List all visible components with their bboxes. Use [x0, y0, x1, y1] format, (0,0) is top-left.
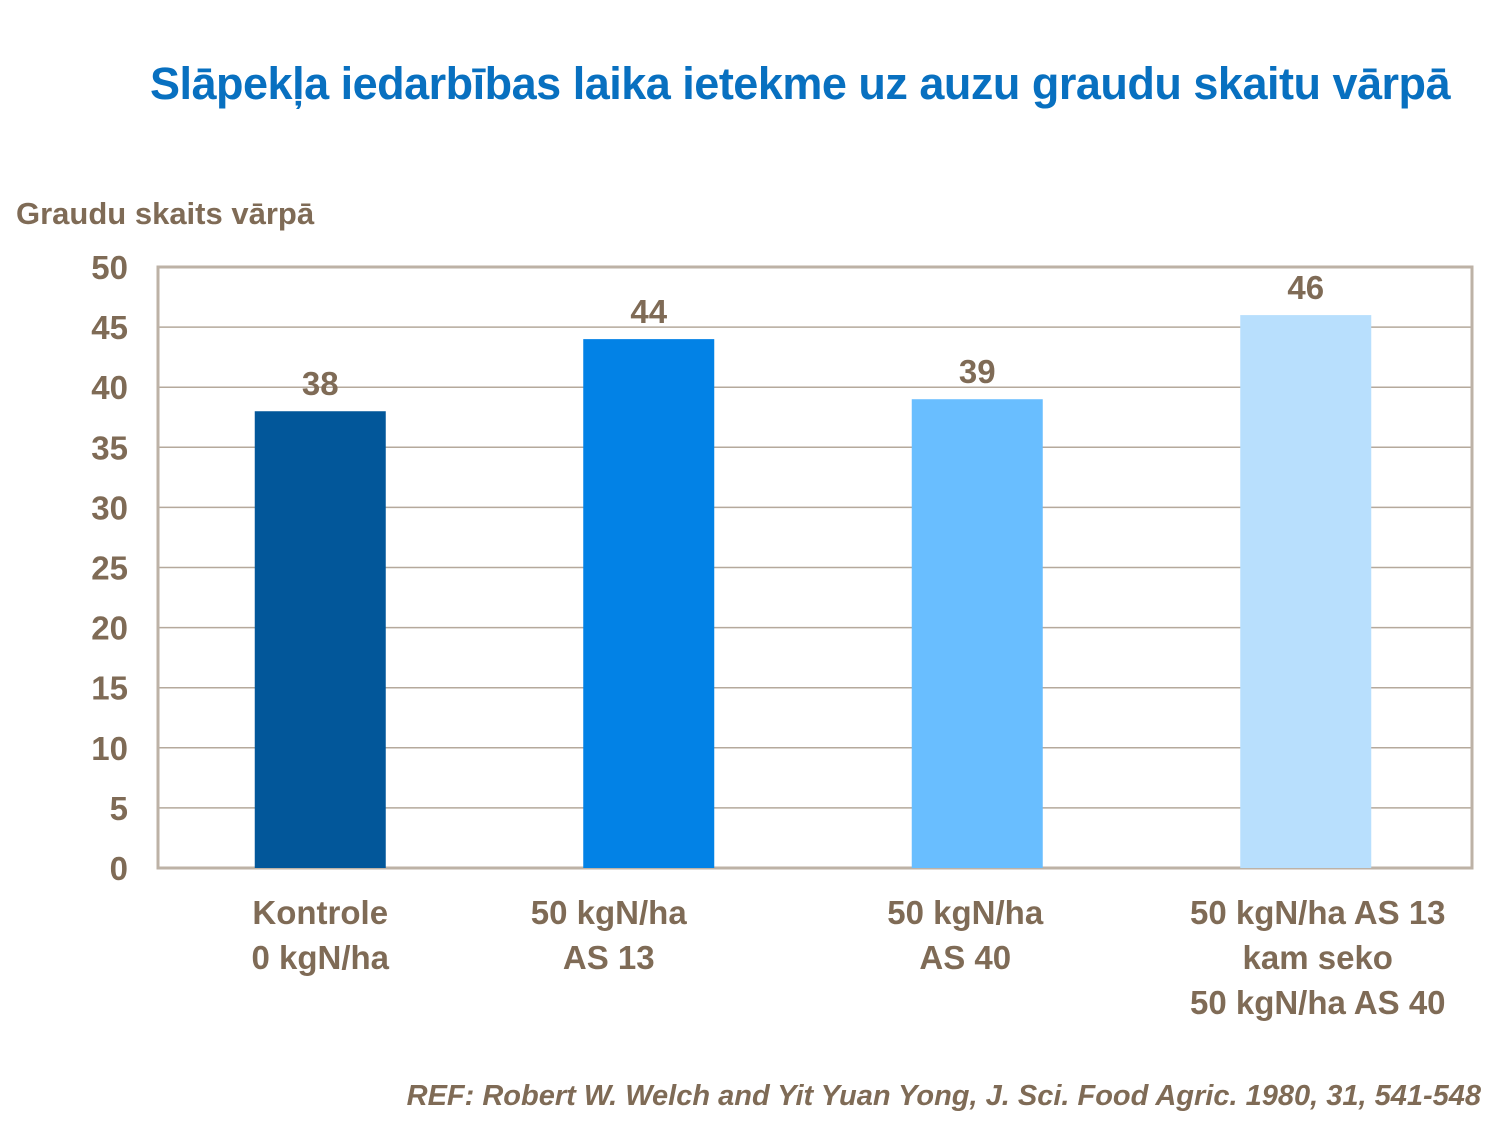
y-tick-label: 25: [91, 550, 128, 587]
plot-frame: [156, 265, 1474, 870]
data-label: 38: [302, 365, 339, 402]
y-tick-label: 15: [91, 670, 128, 707]
x-tick-label: AS 40: [919, 939, 1011, 976]
bar: [911, 399, 1043, 868]
x-tick-label: 50 kgN/ha: [531, 894, 688, 931]
x-tick-label: 50 kgN/ha AS 13: [1190, 894, 1446, 931]
x-tick-label: kam seko: [1243, 939, 1393, 976]
y-axis-label: Graudu skaits vārpā: [16, 196, 315, 231]
reference-citation: REF: Robert W. Welch and Yit Yuan Yong, …: [406, 1080, 1481, 1112]
bar: [583, 339, 715, 868]
y-tick-label: 20: [91, 610, 128, 647]
y-tick-label: 5: [110, 790, 128, 827]
x-tick-label: 50 kgN/ha AS 40: [1190, 984, 1446, 1021]
x-tick-label: Kontrole: [252, 894, 388, 931]
data-label: 39: [959, 353, 996, 390]
y-tick-label: 35: [91, 429, 128, 466]
y-tick-label: 10: [91, 730, 128, 767]
bar: [1240, 315, 1372, 869]
data-label: 46: [1287, 269, 1324, 306]
x-tick-label: AS 13: [563, 939, 655, 976]
chart-title: Slāpekļa iedarbības laika ietekme uz auz…: [150, 58, 1451, 109]
data-label: 44: [630, 293, 667, 330]
y-tick-label: 40: [91, 369, 128, 406]
x-tick-label: 50 kgN/ha: [887, 894, 1044, 931]
y-tick-label: 0: [110, 850, 128, 887]
y-tick-label: 45: [91, 309, 128, 346]
y-tick-label: 30: [91, 489, 128, 526]
bar: [254, 411, 386, 868]
y-tick-label: 50: [91, 249, 128, 286]
x-tick-label: 0 kgN/ha: [251, 939, 389, 976]
